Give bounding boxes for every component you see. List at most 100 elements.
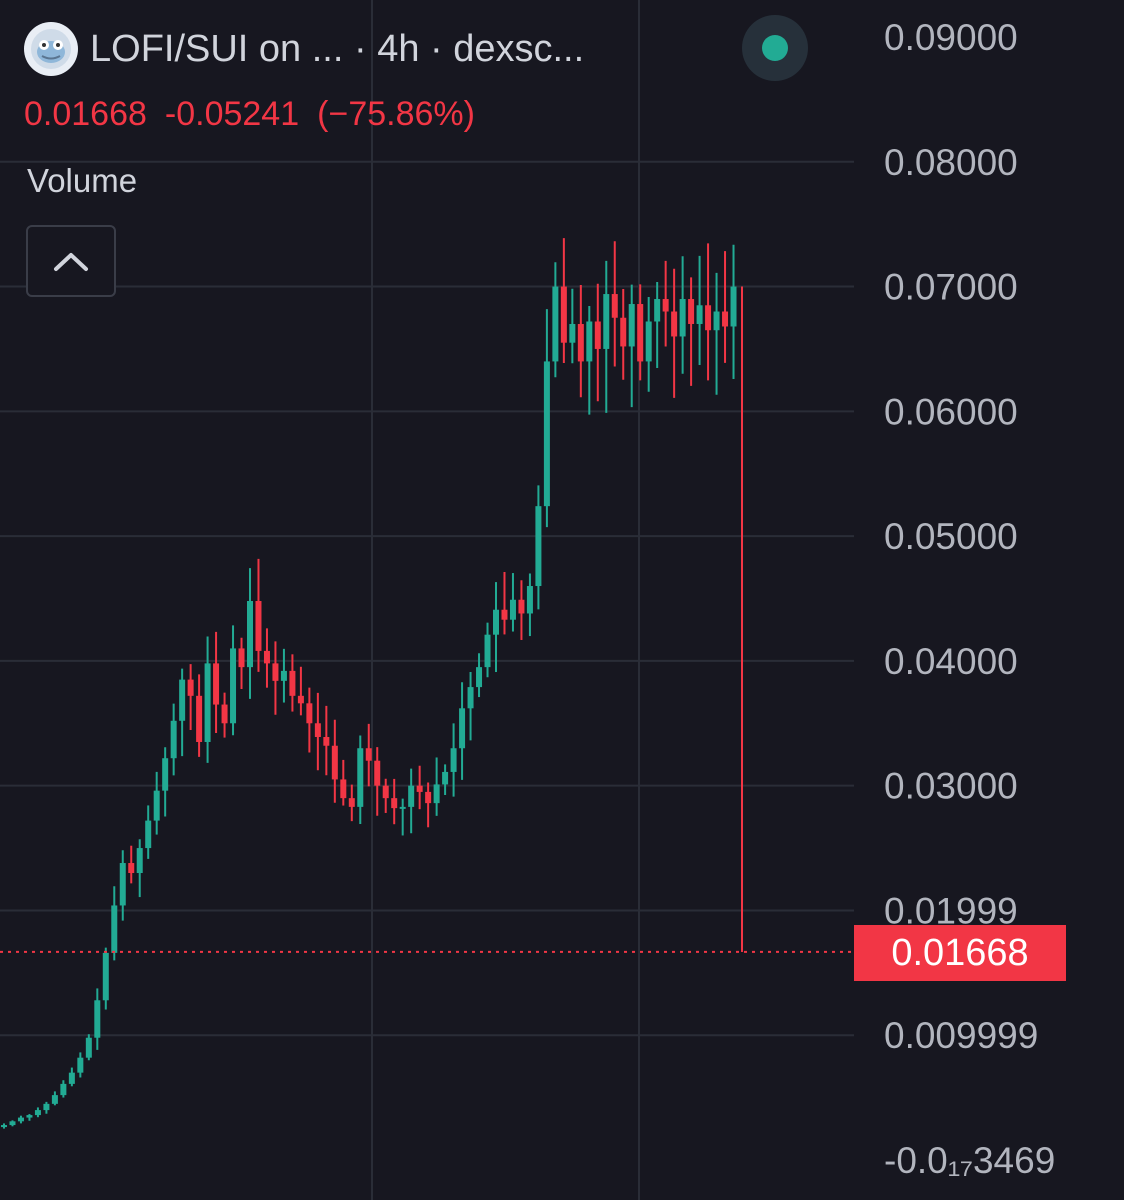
candle-body [569, 323, 576, 343]
candle-body [637, 304, 644, 362]
candle-body [518, 599, 525, 614]
candle-body [119, 863, 126, 906]
candle-body [442, 771, 449, 785]
candle-body [594, 321, 601, 349]
candle-body [297, 695, 304, 704]
candle-body [221, 704, 228, 724]
candle-body [255, 600, 262, 651]
candle-body [459, 708, 466, 749]
candle-body [484, 634, 491, 668]
candle-body [60, 1083, 67, 1096]
y-tick-label: -0.0₁₇3469 [884, 1140, 1055, 1181]
candle-body [586, 321, 593, 362]
ohlc-values: 0.01668 -0.05241 (−75.86%) [24, 95, 493, 134]
candle-body [34, 1110, 41, 1116]
candle-body [196, 695, 203, 742]
candle-body [662, 299, 669, 312]
candle-body [1, 1125, 7, 1128]
candle-body [170, 720, 177, 759]
y-tick-label: 0.07000 [884, 267, 1018, 308]
candle-body [543, 361, 550, 507]
candle-body [280, 670, 287, 681]
y-tick-label: 0.009999 [884, 1015, 1038, 1056]
candle-body [77, 1057, 84, 1073]
last-price: 0.01668 [24, 95, 147, 133]
y-tick-label: 0.06000 [884, 391, 1018, 432]
chevron-up-icon [54, 253, 88, 271]
candle-body [696, 305, 703, 324]
candle-body [467, 687, 474, 709]
market-status-indicator[interactable] [742, 15, 808, 81]
candle-body [247, 600, 253, 668]
candle-body [382, 785, 389, 799]
candle-body [162, 758, 169, 791]
candle-body [102, 952, 109, 1001]
candle-body [145, 820, 152, 849]
candle-body [408, 785, 415, 807]
candle-body [306, 703, 313, 724]
candle-body [560, 286, 567, 343]
candle-body [263, 650, 270, 664]
candle-body [348, 798, 355, 807]
candle-body [230, 648, 237, 724]
candle-body [68, 1072, 75, 1084]
candle-body [722, 311, 729, 327]
frog-token-icon[interactable] [24, 22, 78, 76]
candle-body [323, 737, 330, 746]
candle-body [391, 798, 398, 809]
chart-grid [0, 0, 854, 1200]
candle-body [577, 323, 584, 362]
candle-body [501, 609, 508, 620]
last-price-tag: 0.01668 [854, 925, 1066, 981]
candle-body [645, 321, 652, 362]
candle-body [713, 311, 720, 331]
candle-body [204, 663, 211, 742]
candle-body [17, 1117, 24, 1122]
candle-body [671, 311, 678, 337]
candle-body [603, 294, 610, 349]
candle-body [535, 506, 542, 587]
candle-body [374, 760, 381, 786]
candle-body [94, 1000, 101, 1038]
y-tick-label: 0.03000 [884, 766, 1018, 807]
candle-body [399, 806, 406, 809]
candle-body [628, 304, 635, 347]
candle-body [340, 779, 347, 799]
candle-body [509, 599, 516, 620]
candle-body [238, 648, 245, 668]
candle-body [136, 848, 143, 874]
price-axis[interactable]: 0.09000 0.08000 0.07000 0.06000 0.05000 0.040… [884, 17, 1055, 1181]
candle-body [611, 294, 618, 318]
candle-body [51, 1095, 58, 1104]
candle-body [331, 745, 338, 780]
candle-body [111, 905, 118, 953]
candle-body [187, 679, 194, 696]
chart-header: LOFI/SUI on ... · 4h · dexsc... [24, 22, 584, 76]
candle-body [213, 663, 220, 705]
candle-body [357, 748, 364, 807]
candle-body [153, 790, 160, 821]
candle-body [289, 670, 296, 696]
volume-indicator-label[interactable]: Volume [27, 162, 138, 199]
candles-group [0, 238, 854, 1129]
candle-body [552, 286, 559, 362]
candle-body [314, 723, 321, 738]
y-tick-label: 0.08000 [884, 142, 1018, 183]
collapse-indicators-button[interactable] [26, 225, 116, 297]
candle-body [493, 609, 499, 635]
price-change-percent: (−75.86%) [317, 95, 475, 133]
price-change: -0.05241 [164, 95, 300, 133]
candle-body [9, 1121, 16, 1126]
y-tick-label: 0.05000 [884, 516, 1018, 557]
y-tick-label: 0.01999 [884, 890, 1018, 931]
candle-body [272, 663, 279, 681]
candle-body [705, 305, 712, 331]
candle-body [26, 1115, 33, 1118]
symbol-title[interactable]: LOFI/SUI on ... · 4h · dexsc... [90, 27, 585, 70]
candle-body [416, 785, 423, 792]
candle-body [654, 299, 661, 322]
candle-body [365, 748, 372, 761]
candle-body [741, 299, 743, 952]
status-dot-icon [762, 35, 788, 61]
